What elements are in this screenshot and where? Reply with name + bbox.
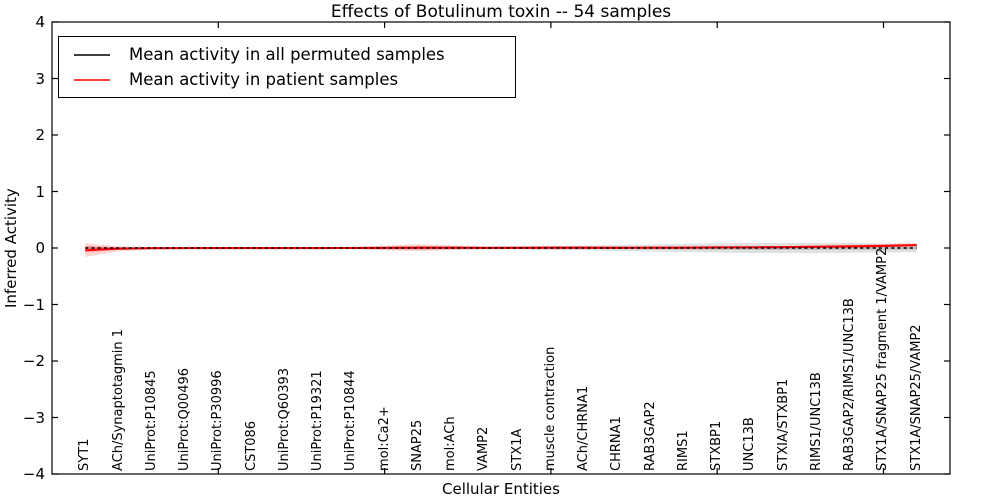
- y-tick-label: 0: [35, 239, 45, 257]
- y-tick-label: 4: [35, 13, 45, 31]
- legend-entry-permuted: Mean activity in all permuted samples: [73, 45, 515, 64]
- x-category-label: UNC13B: [742, 417, 758, 471]
- x-category-label: UniProt:P10845: [143, 370, 159, 471]
- x-category-label: UniProt:P19321: [310, 370, 326, 471]
- legend-label-patient: Mean activity in patient samples: [129, 70, 399, 89]
- y-tick-label: −2: [22, 352, 45, 370]
- legend-label-permuted: Mean activity in all permuted samples: [129, 45, 445, 64]
- x-category-label: ACh/CHRNA1: [576, 385, 592, 471]
- x-category-label: STX1A/SNAP25/VAMP2: [908, 324, 924, 471]
- x-category-label: RIMS1: [675, 430, 691, 471]
- x-category-label: CST086: [243, 420, 259, 471]
- x-category-label: mol:Ca2+: [376, 406, 392, 471]
- legend-line-patient-icon: [74, 78, 110, 81]
- y-tick-label: −4: [22, 465, 45, 483]
- chart-title: Effects of Botulinum toxin -- 54 samples: [330, 2, 672, 22]
- x-category-label: SNAP25: [409, 419, 425, 471]
- x-category-label: RIMS1/UNC13B: [808, 372, 824, 471]
- x-category-label: muscle contraction: [542, 346, 558, 471]
- y-tick-label: 3: [35, 69, 45, 88]
- x-category-label: UniProt:Q60393: [276, 367, 292, 471]
- x-category-label: RAB3GAP2: [642, 401, 658, 471]
- y-tick-label: 1: [35, 182, 45, 201]
- x-category-label: UniProt:P10844: [343, 370, 359, 471]
- y-tick-label: −3: [22, 408, 45, 427]
- x-category-label: VAMP2: [476, 426, 492, 471]
- legend-line-permuted-icon: [74, 53, 110, 56]
- x-category-label: STX1A/SNAP25 fragment 1/VAMP2: [875, 247, 891, 471]
- x-category-label: STX1A: [509, 428, 525, 471]
- legend-entry-patient: Mean activity in patient samples: [73, 70, 515, 89]
- x-category-label: STXIA/STXBP1: [775, 378, 791, 471]
- x-category-label: mol:ACh: [443, 416, 459, 471]
- x-category-label: UniProt:P30996: [210, 370, 226, 471]
- legend: Mean activity in all permuted samples Me…: [58, 36, 516, 98]
- y-tick-label: −1: [22, 295, 45, 314]
- x-category-label: CHRNA1: [609, 416, 625, 471]
- x-category-label: SYT1: [77, 438, 93, 471]
- x-category-label: STXBP1: [709, 420, 725, 471]
- x-category-label: RAB3GAP2/RIMS1/UNC13B: [842, 298, 858, 471]
- x-axis-label: Cellular Entities: [442, 480, 560, 498]
- x-category-label: UniProt:Q00496: [177, 367, 193, 471]
- x-category-label: ACh/Synaptotagmin 1: [110, 328, 126, 471]
- y-tick-label: 2: [35, 126, 45, 144]
